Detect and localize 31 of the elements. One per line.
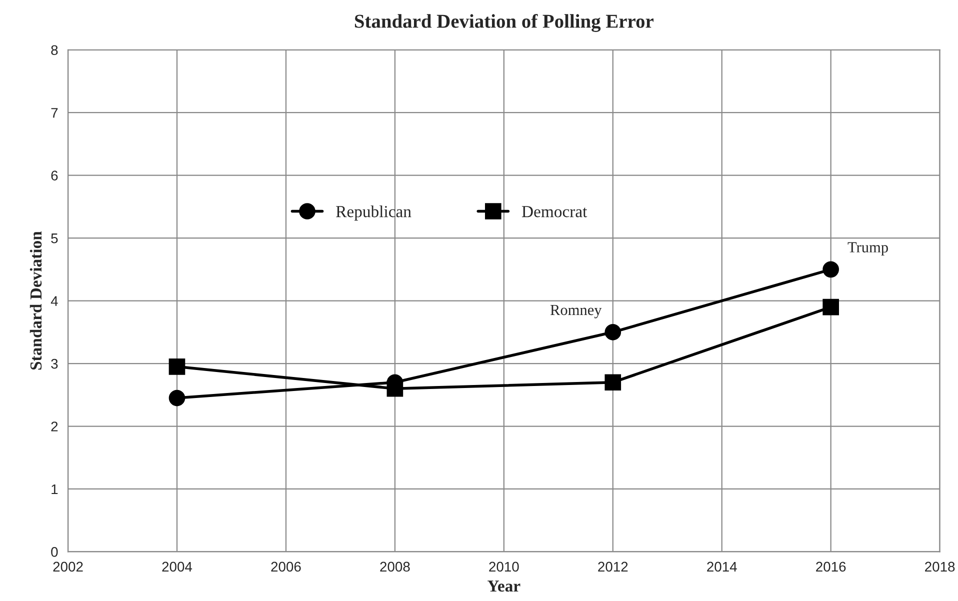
x-tick-label: 2004	[162, 562, 192, 572]
x-tick-label: 2018	[925, 562, 955, 572]
point	[604, 324, 622, 340]
x-axis-title: Year	[488, 580, 520, 592]
x-tick-label: 2016	[816, 562, 846, 572]
annotation: Trump	[848, 242, 888, 256]
x-tick-label: 2014	[707, 562, 737, 572]
x-tick-label: 2008	[380, 562, 410, 572]
chart-title: Standard Deviation of Polling Error	[354, 14, 654, 32]
x-tick-label: 2010	[489, 562, 519, 572]
x-tick-label: 2002	[53, 562, 83, 572]
y-tick-label: 4	[50, 296, 58, 306]
point	[822, 298, 839, 316]
point	[604, 374, 622, 391]
y-tick-label: 7	[51, 108, 58, 118]
y-tick-label: 8	[51, 45, 58, 56]
legend-label: Republican	[336, 206, 412, 221]
y-tick-label: 5	[51, 234, 58, 244]
annotation: Romney	[550, 304, 602, 318]
x-tick-label: 2006	[271, 562, 301, 572]
y-tick-label: 0	[51, 547, 58, 557]
point	[168, 390, 186, 406]
point	[168, 358, 186, 375]
y-tick-label: 6	[51, 170, 58, 181]
y-tick-label: 2	[51, 422, 58, 432]
legend-label: Democrat	[522, 206, 588, 218]
y-axis-title: Standard Deviation	[30, 231, 42, 370]
x-tick-label: 2012	[598, 562, 628, 572]
y-tick-label: 3	[51, 358, 58, 369]
y-tick-label: 1	[52, 484, 58, 494]
point	[822, 261, 839, 278]
